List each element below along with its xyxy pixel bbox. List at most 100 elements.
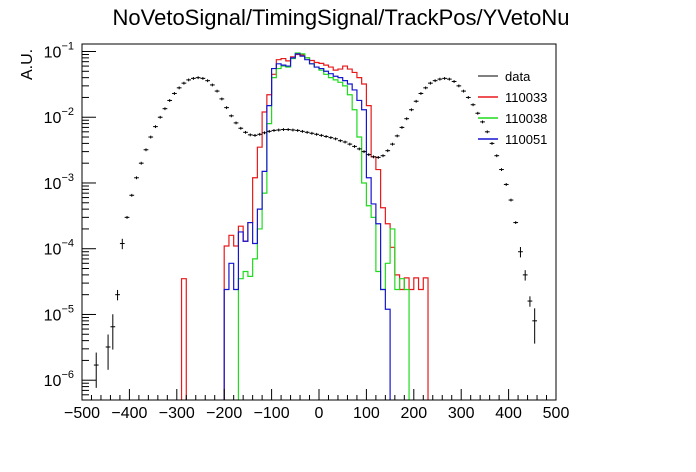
data-point — [337, 139, 343, 143]
data-point — [172, 92, 177, 95]
data-point — [219, 97, 225, 101]
data-point — [394, 134, 400, 138]
data-point — [494, 154, 500, 158]
data-point — [304, 130, 310, 134]
legend-entry-data: data — [478, 69, 531, 84]
x-axis: −500 −400 −300 −200 −100 0 100 200 300 400 500 — [64, 389, 569, 422]
x-tick-label: −300 — [159, 405, 195, 422]
data-point — [290, 128, 296, 132]
series-110051-step — [223, 53, 391, 400]
data-point — [233, 121, 239, 125]
x-tick-label: 500 — [543, 405, 570, 422]
legend-entry-110033: 110033 — [478, 90, 547, 105]
data-point — [442, 76, 447, 80]
data-point — [399, 126, 405, 129]
data-point — [176, 86, 182, 90]
data-point — [105, 334, 111, 370]
data-point — [532, 308, 538, 344]
y-tick-label: 10−2 — [44, 106, 74, 127]
data-point — [432, 79, 438, 83]
y-tick-label: 10−6 — [44, 369, 74, 390]
data-point — [333, 137, 338, 141]
data-point — [522, 270, 528, 281]
data-point — [224, 106, 229, 110]
data-point — [328, 136, 334, 140]
data-point — [153, 125, 158, 129]
data-point — [513, 221, 519, 225]
data-point — [518, 247, 523, 258]
y-tick-label: 10−3 — [44, 172, 74, 193]
series-110038-step — [237, 52, 410, 400]
data-point — [243, 130, 248, 134]
data-point — [480, 120, 485, 124]
data-point — [404, 117, 410, 121]
data-point — [157, 115, 163, 119]
data-point — [115, 289, 120, 301]
data-point — [271, 129, 277, 132]
legend-label: 110033 — [505, 90, 547, 105]
data-point — [309, 131, 315, 135]
data-points-layer — [93, 76, 538, 388]
data-point — [214, 89, 220, 93]
data-point — [489, 142, 495, 145]
data-point — [470, 103, 476, 107]
data-point — [191, 76, 196, 80]
data-point — [148, 135, 154, 139]
data-point — [342, 140, 348, 144]
series-110033-step — [180, 53, 429, 400]
x-tick-label: 300 — [448, 405, 475, 422]
data-point — [352, 145, 357, 148]
data-point — [451, 80, 457, 83]
data-point — [361, 150, 367, 154]
data-point — [527, 296, 533, 307]
data-point — [437, 77, 443, 81]
data-point — [503, 183, 509, 186]
x-tick-label: −400 — [111, 405, 147, 422]
legend: data 110033 110038 110051 — [478, 69, 547, 147]
data-point — [423, 86, 429, 90]
data-point — [281, 128, 286, 131]
legend-entry-110051: 110051 — [478, 132, 547, 147]
data-point — [456, 84, 462, 88]
data-point — [428, 81, 433, 85]
data-point — [119, 238, 125, 250]
data-point — [484, 130, 490, 134]
x-tick-label: 0 — [315, 405, 324, 422]
data-point — [499, 168, 504, 172]
y-axis: 10−6 10−5 10−4 10−3 10−2 10−1 — [44, 40, 96, 401]
x-tick-label: −500 — [64, 405, 100, 422]
data-point — [371, 155, 376, 159]
data-point — [375, 156, 381, 159]
data-point — [143, 148, 149, 152]
x-tick-label: 200 — [400, 405, 427, 422]
data-point — [409, 108, 414, 112]
data-point — [295, 129, 301, 132]
data-point — [134, 176, 139, 180]
series-layer — [180, 52, 429, 400]
y-tick-label: 10−5 — [44, 303, 74, 324]
data-point — [366, 153, 372, 157]
legend-label: data — [505, 69, 531, 84]
y-axis-label: A.U. — [19, 49, 36, 80]
data-point — [323, 135, 329, 138]
data-point — [228, 114, 234, 118]
data-point — [266, 129, 272, 133]
data-point — [380, 154, 386, 158]
legend-label: 110051 — [505, 132, 547, 147]
x-tick-label: 100 — [353, 405, 380, 422]
data-point — [413, 99, 419, 103]
data-point — [129, 193, 135, 197]
x-tick-label: −100 — [254, 405, 290, 422]
data-point — [314, 132, 319, 136]
data-point — [238, 126, 244, 130]
data-point — [461, 89, 466, 93]
data-point — [285, 128, 291, 131]
data-point — [124, 215, 130, 219]
y-tick-label: 10−4 — [44, 238, 74, 259]
data-point — [93, 352, 99, 388]
y-tick-label: 10−1 — [44, 40, 74, 61]
data-point — [276, 128, 282, 132]
data-point — [257, 132, 263, 136]
legend-label: 110038 — [505, 111, 547, 126]
